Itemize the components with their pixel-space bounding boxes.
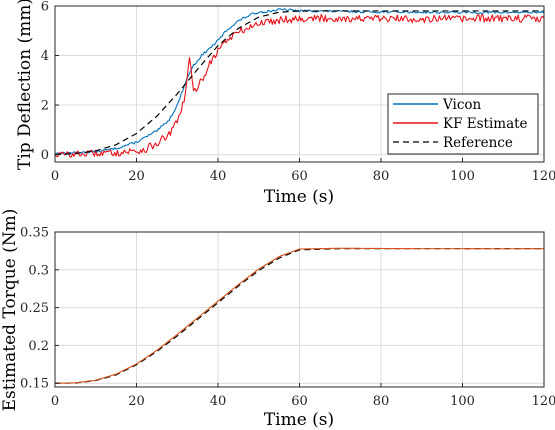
estimated-torque-x-tick-label: 60 [291,394,308,409]
estimated-torque-x-tick-label: 0 [51,394,59,409]
tip-deflection-x-tick-label: 60 [291,169,308,184]
estimated-torque-y-tick-label: 0.15 [20,377,49,392]
tip-deflection-y-tick-label: 4 [41,49,49,64]
estimated-torque-x-tick-label: 120 [532,394,555,409]
tip-deflection-series-kf-estimate [54,13,545,158]
estimated-torque-series-dashed [54,248,544,384]
tip-deflection-x-tick-label: 120 [532,169,555,184]
tip-deflection-x-tick-label: 100 [450,169,475,184]
estimated-torque-y-axis-label: Estimated Torque (Nm) [0,209,20,412]
estimated-torque-x-tick-label: 20 [128,394,145,409]
estimated-torque-series-solid [54,247,545,384]
estimated-torque-x-tick-label: 100 [450,394,475,409]
tip-deflection-y-tick-label: 2 [41,99,49,114]
tip-deflection-x-tick-label: 20 [128,169,145,184]
tip-deflection-y-tick-label: 0 [41,148,49,163]
estimated-torque-x-axis-label: Time (s) [264,410,334,430]
tip-deflection-x-tick-label: 0 [51,169,59,184]
tip-deflection-chart: 0 20 40 60 80 100 120 0 2 4 6 Time (s) Tip Deflect… [15,0,555,207]
estimated-torque-y-tick-label: 0.2 [28,339,49,354]
tip-deflection-x-axis-label: Time (s) [264,187,334,207]
legend-label-vicon: Vicon [442,97,482,113]
tip-deflection-series-vicon [54,8,545,155]
tip-deflection-x-tick-label: 80 [373,169,390,184]
estimated-torque-chart: 0 20 40 60 80 100 120 0.15 0.2 0.25 0.3 0.35 Time (… [0,209,555,430]
legend: Vicon KF Estimate Reference [387,93,539,155]
estimated-torque-plot-area [54,247,545,384]
estimated-torque-y-tick-label: 0.35 [20,226,49,241]
estimated-torque-y-tick-label: 0.3 [28,263,49,278]
estimated-torque-y-tick-label: 0.25 [20,301,49,316]
tip-deflection-series-reference [54,10,544,156]
estimated-torque-x-tick-label: 80 [373,394,390,409]
tip-deflection-y-axis-label: Tip Deflection (mm) [15,0,35,170]
tip-deflection-ticks: 0 20 40 60 80 100 120 0 2 4 6 [41,0,555,184]
legend-label-kf-estimate: KF Estimate [443,116,528,132]
tip-deflection-x-tick-label: 40 [210,169,227,184]
tip-deflection-y-tick-label: 6 [41,0,49,15]
tip-deflection-plot-area [54,8,545,158]
legend-label-reference: Reference [443,135,513,151]
estimated-torque-ticks: 0 20 40 60 80 100 120 0.15 0.2 0.25 0.3 0.35 [20,226,555,410]
estimated-torque-x-tick-label: 40 [210,394,227,409]
